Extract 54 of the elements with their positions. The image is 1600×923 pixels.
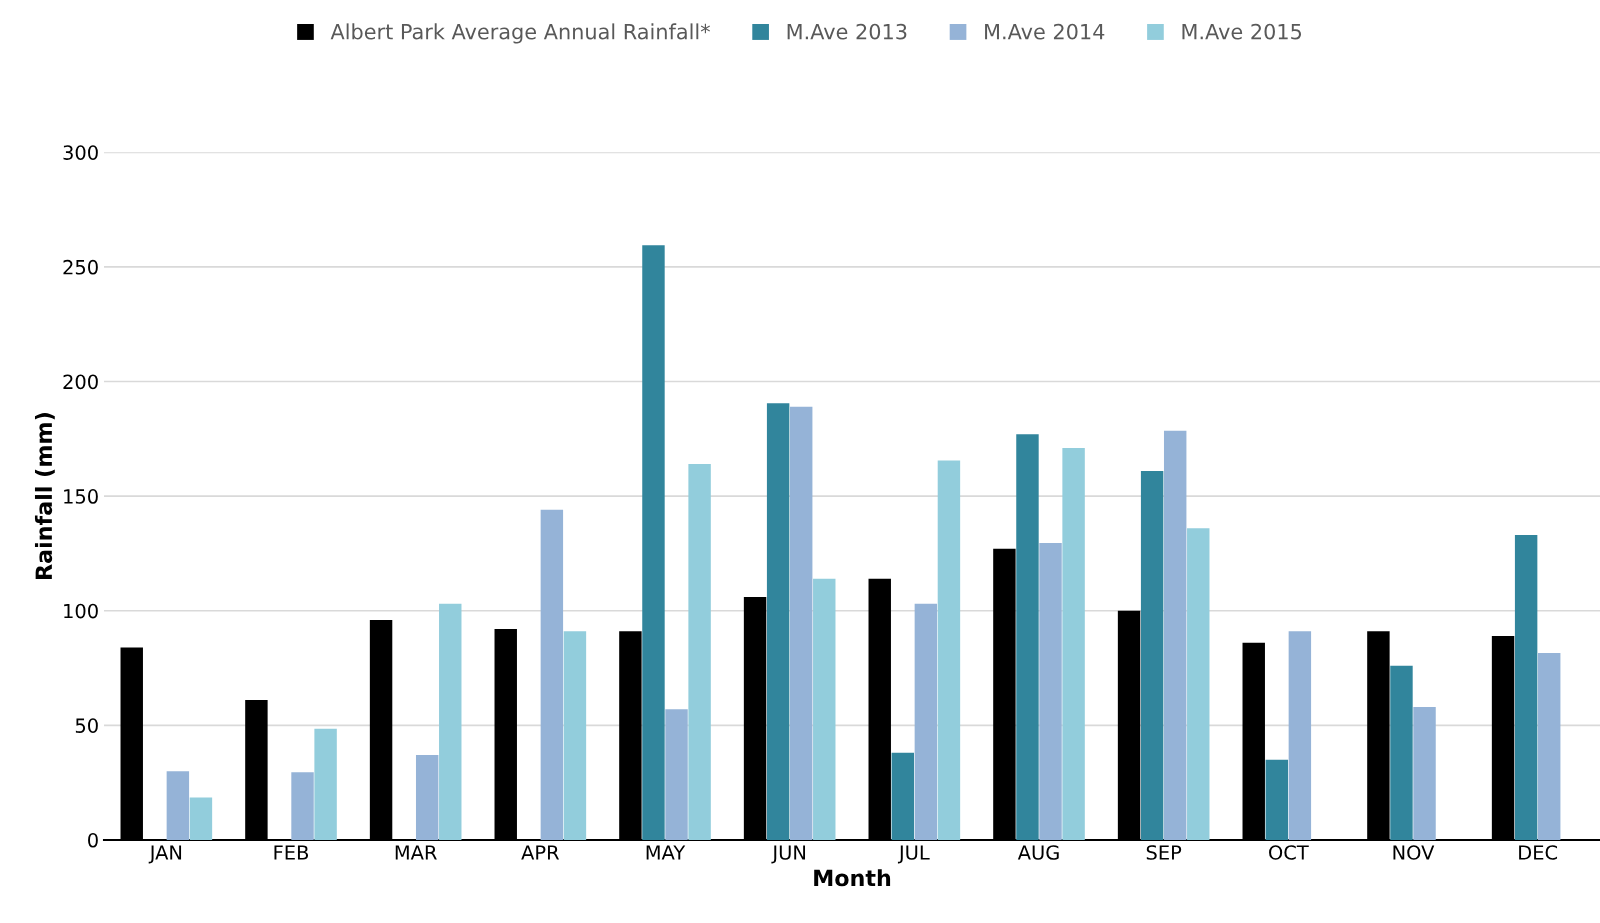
x-tick-label: JUL xyxy=(897,845,930,864)
x-tick-label: APR xyxy=(521,845,560,860)
bar xyxy=(813,578,836,840)
bar xyxy=(914,603,938,840)
x-tick-label: AUG xyxy=(1017,845,1059,860)
y-axis-title: Rainfall (mm) xyxy=(34,413,55,579)
bar xyxy=(642,245,665,840)
bar xyxy=(1062,447,1085,840)
y-tick-label: 300 xyxy=(63,145,98,160)
bar xyxy=(439,603,462,840)
x-tick-label: DEC xyxy=(1519,845,1558,860)
bar xyxy=(1187,528,1210,840)
bar xyxy=(1016,434,1039,840)
bar xyxy=(314,728,337,840)
bar xyxy=(1163,430,1187,840)
bar xyxy=(415,755,439,840)
bar xyxy=(291,772,314,840)
bar xyxy=(1413,706,1436,840)
y-tick-label: 250 xyxy=(63,259,98,275)
x-tick-label: MAY xyxy=(646,845,686,860)
bar xyxy=(166,771,190,840)
bar xyxy=(665,709,688,840)
y-tick-label: 0 xyxy=(88,832,98,848)
bar xyxy=(937,460,961,840)
x-tick-label: JAN xyxy=(148,845,182,864)
y-tick-label: 200 xyxy=(63,374,98,390)
bar xyxy=(189,797,213,840)
bar xyxy=(1288,631,1312,840)
x-tick-label: FEB xyxy=(274,845,309,860)
x-tick-label: MAR xyxy=(395,845,437,860)
bar xyxy=(1537,653,1561,840)
x-tick-label: SEP xyxy=(1146,845,1182,860)
bar xyxy=(1514,535,1538,840)
x-tick-label: JUN xyxy=(771,845,806,864)
x-tick-label: NOV xyxy=(1393,845,1435,860)
y-tick-label: 150 xyxy=(64,489,98,504)
legend-label: M.Ave 2014 xyxy=(985,23,1105,40)
bar xyxy=(1390,665,1413,840)
y-tick-label: 50 xyxy=(75,718,98,733)
legend-label: Albert Park Average Annual Rainfall* xyxy=(330,23,710,44)
bar xyxy=(766,403,790,840)
x-tick-label: OCT xyxy=(1269,845,1309,860)
y-tick-label: 100 xyxy=(64,603,98,619)
bar xyxy=(563,631,587,840)
bar xyxy=(789,406,813,840)
bar xyxy=(891,752,915,840)
x-axis-title: Month xyxy=(814,869,891,887)
bar xyxy=(688,464,711,840)
bar xyxy=(1265,759,1289,840)
legend-label: M.Ave 2013 xyxy=(787,23,907,40)
bar xyxy=(540,509,564,840)
legend-label: M.Ave 2015 xyxy=(1182,23,1302,40)
bar xyxy=(1140,470,1164,840)
bar xyxy=(1039,543,1062,840)
